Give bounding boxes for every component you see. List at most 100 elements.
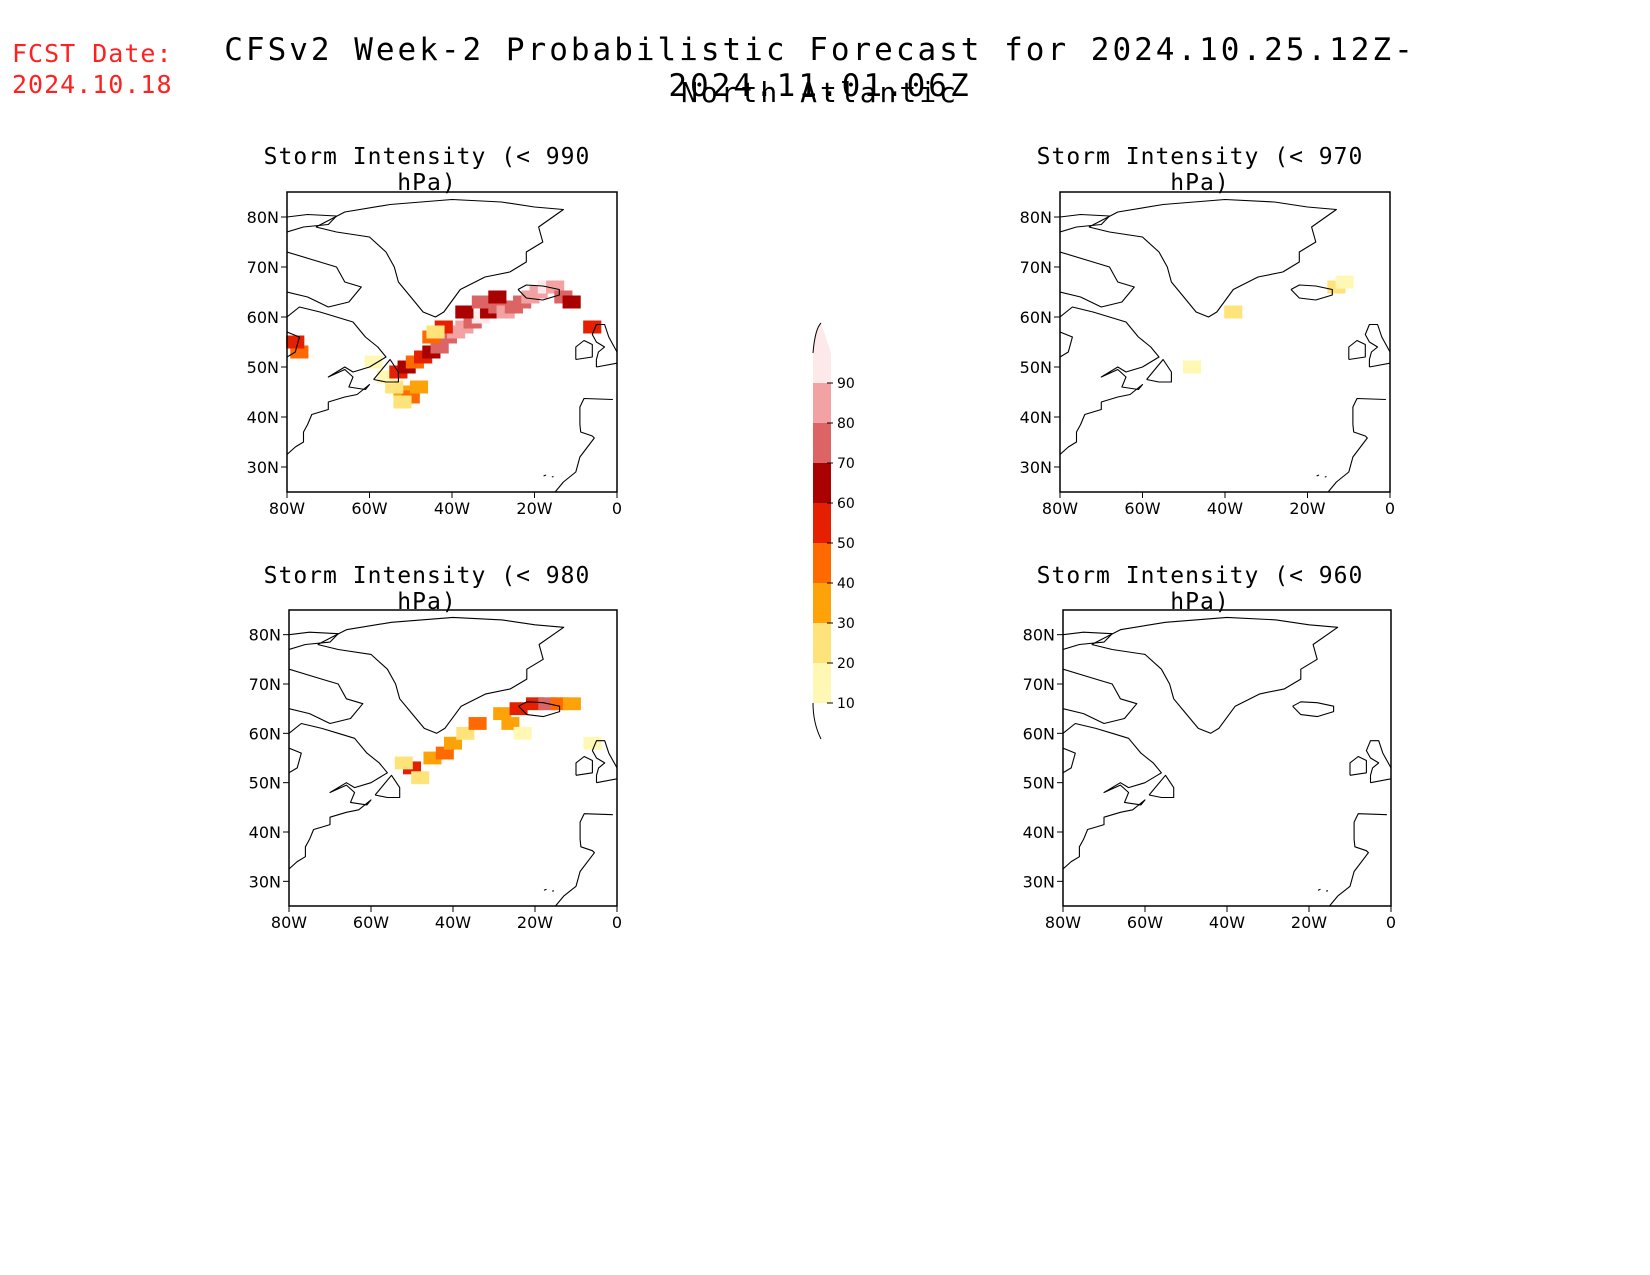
probability-cell: [488, 290, 507, 304]
coastline: [1148, 774, 1175, 799]
lat-tick-label: 70N: [1023, 675, 1055, 694]
lat-tick-label: 30N: [1023, 872, 1055, 891]
coastline: [552, 890, 555, 892]
panel-title-970: Storm Intensity (< 970 hPa): [1036, 144, 1364, 196]
coastline: [518, 701, 561, 718]
coastline: [575, 339, 593, 361]
coastline: [374, 774, 401, 799]
coastline: [1060, 331, 1073, 358]
lon-tick-label: 0: [1386, 913, 1396, 932]
lat-tick-label: 70N: [249, 675, 281, 694]
colorbar-tick-label: 30: [837, 616, 855, 632]
coastline: [1146, 358, 1172, 383]
colorbar-segment: [813, 463, 831, 503]
lat-tick-label: 60N: [249, 724, 281, 743]
probability-cell: [562, 295, 581, 309]
lat-tick-label: 80N: [1023, 626, 1055, 645]
lon-tick-label: 40W: [1207, 499, 1243, 518]
lon-tick-label: 80W: [271, 913, 307, 932]
lat-tick-label: 30N: [249, 872, 281, 891]
map-panel-970: 80N 70N 60N 50N 40N 30N 80W 60W 40W 20W 0: [1020, 191, 1395, 518]
lon-tick-label: 20W: [517, 913, 553, 932]
coastline: [289, 631, 339, 651]
colorbar-tick-label: 90: [837, 376, 855, 392]
probability-cell: [501, 717, 520, 730]
lat-tick-label: 80N: [1020, 208, 1052, 227]
probability-field: [394, 697, 602, 785]
coastline: [543, 888, 547, 891]
probability-cell: [583, 736, 602, 750]
lon-tick-label: 60W: [353, 913, 389, 932]
lon-tick-label: 40W: [435, 913, 471, 932]
coastline: [1329, 813, 1387, 906]
coastline: [1060, 251, 1135, 308]
probability-cell: [468, 717, 487, 730]
lat-tick-label: 40N: [247, 408, 279, 427]
lat-tick-label: 40N: [249, 823, 281, 842]
lat-tick-label: 40N: [1020, 408, 1052, 427]
lat-tick-label: 60N: [1023, 724, 1055, 743]
coastline: [1063, 747, 1076, 774]
colorbar-lower-tip: [812, 702, 822, 740]
coastline: [1060, 306, 1160, 455]
coastline: [554, 397, 613, 492]
coastline: [1316, 474, 1320, 477]
probability-cell: [455, 305, 474, 319]
lon-tick-label: 80W: [1042, 499, 1078, 518]
lon-tick-label: 20W: [516, 499, 552, 518]
forecast-date-block: FCST Date: 2024.10.18: [12, 38, 173, 100]
coastline: [1063, 668, 1138, 725]
colorbar-segment: [813, 623, 831, 663]
lon-tick-label: 60W: [351, 499, 387, 518]
coastline: [1326, 890, 1329, 892]
map-panel-960: 80N 70N 60N 50N 40N 30N 80W 60W 40W 20W 0: [1023, 609, 1396, 932]
lon-tick-label: 20W: [1289, 499, 1325, 518]
coastline: [551, 475, 554, 478]
coastline: [317, 616, 565, 734]
colorbar-segment: [813, 503, 831, 543]
forecast-date-label: FCST Date:: [12, 39, 173, 68]
coastlines: [1060, 198, 1390, 492]
lon-tick-label: 80W: [269, 499, 305, 518]
probability-cell: [583, 320, 602, 334]
forecast-date-value: 2024.10.18: [12, 70, 173, 99]
probability-cell: [394, 756, 413, 770]
probability-colorbar: 10 20 30 40 50 60 70 80 90: [812, 322, 855, 740]
coastlines: [289, 616, 617, 906]
probability-cell: [393, 395, 412, 409]
lat-tick-label: 70N: [1020, 258, 1052, 277]
lat-tick-label: 30N: [247, 458, 279, 477]
coastline: [373, 358, 399, 383]
coastline: [517, 284, 560, 301]
probability-cell: [456, 726, 475, 740]
probability-cell: [430, 340, 449, 354]
lat-tick-label: 50N: [1020, 358, 1052, 377]
lat-tick-label: 30N: [1020, 458, 1052, 477]
probability-cell: [364, 355, 383, 369]
coastline: [575, 755, 593, 776]
colorbar-tick-label: 60: [837, 496, 855, 512]
page-title: CFSv2 Week-2 Probabilistic Forecast for …: [224, 32, 1416, 104]
coastline: [1063, 722, 1162, 870]
coastline: [1290, 284, 1333, 301]
coastline: [1292, 701, 1335, 718]
coastline: [1324, 475, 1327, 478]
coastlines: [1063, 616, 1391, 906]
probability-cell: [426, 325, 445, 339]
lat-tick-label: 70N: [247, 258, 279, 277]
colorbar-upper-tip: [812, 322, 822, 354]
lat-tick-label: 80N: [247, 208, 279, 227]
probability-cell: [385, 380, 404, 394]
panel-title-980: Storm Intensity (< 980 hPa): [263, 563, 591, 615]
lat-tick-label: 60N: [1020, 308, 1052, 327]
lon-tick-label: 60W: [1124, 499, 1160, 518]
colorbar-segment: [813, 323, 831, 383]
page-subtitle: North Atlantic: [680, 76, 959, 109]
colorbar-tick-label: 40: [837, 576, 855, 592]
coastline: [289, 668, 364, 725]
probability-cell: [409, 380, 429, 394]
coastline: [1365, 740, 1391, 784]
coastline: [1327, 397, 1386, 492]
coastline: [1060, 213, 1111, 233]
lon-tick-label: 0: [1385, 499, 1395, 518]
